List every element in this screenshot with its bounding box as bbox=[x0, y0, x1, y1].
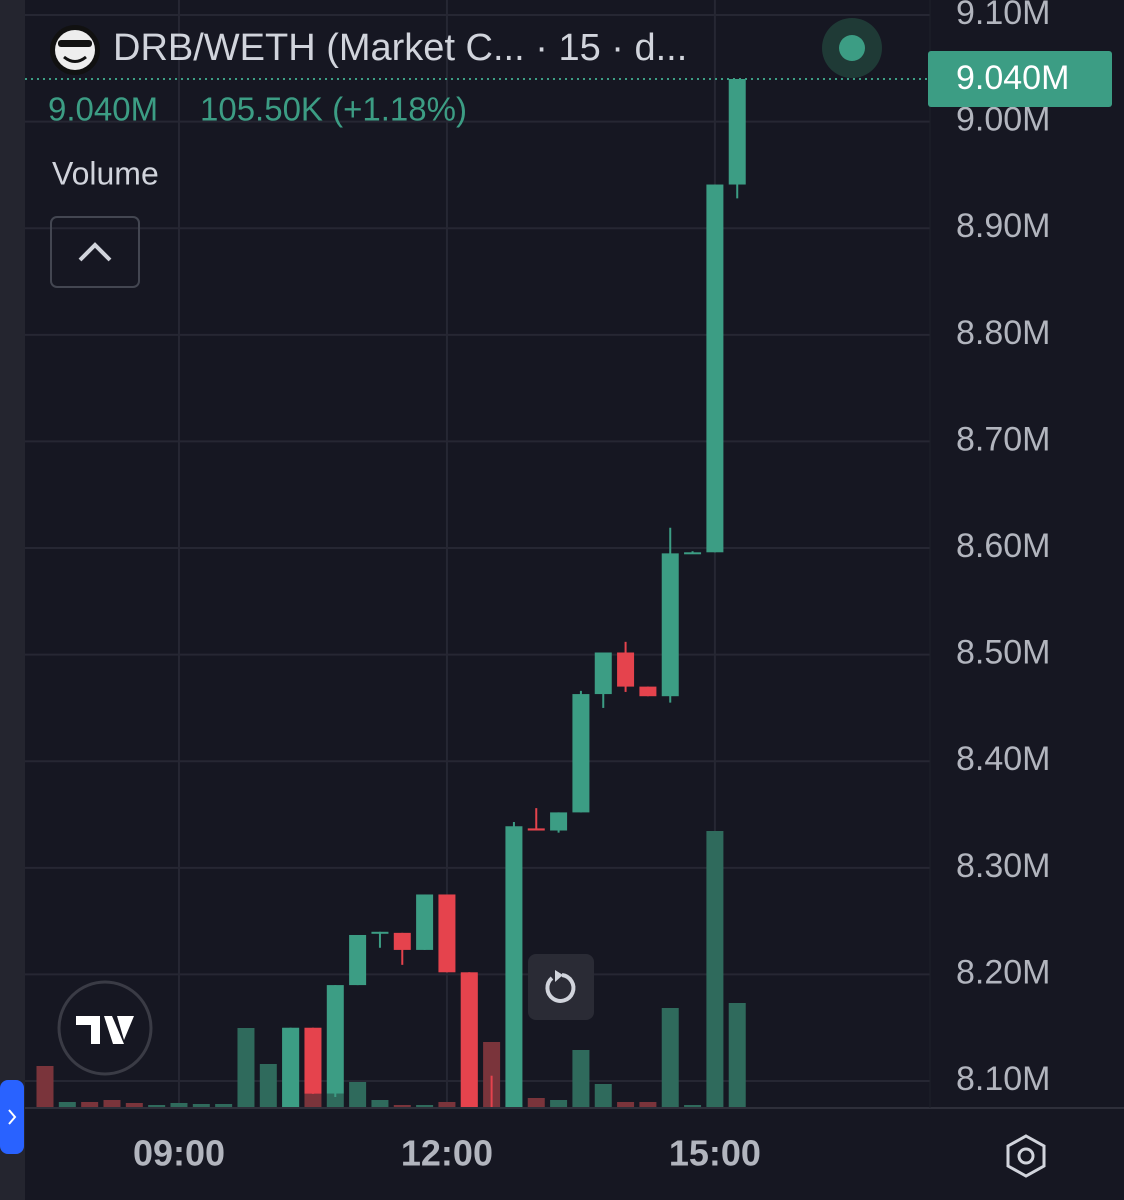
y-tick-label: 9.10M bbox=[956, 0, 1051, 32]
volume-bar bbox=[192, 1104, 210, 1108]
volume-bar bbox=[706, 831, 724, 1108]
candle-body bbox=[438, 894, 456, 973]
candle-body bbox=[639, 686, 657, 697]
side-strip bbox=[0, 0, 25, 1200]
y-tick-label: 8.90M bbox=[956, 207, 1051, 245]
volume-bar bbox=[550, 1100, 568, 1108]
x-tick-label: 12:00 bbox=[401, 1133, 493, 1174]
candle-body bbox=[594, 652, 612, 695]
volume-bar bbox=[237, 1028, 255, 1108]
legend-value: 9.040M bbox=[48, 91, 158, 128]
volume-bar bbox=[594, 1084, 612, 1108]
candle-body bbox=[304, 1027, 322, 1094]
candle-body bbox=[505, 826, 523, 1108]
plot bbox=[36, 78, 746, 1108]
reset-arrow bbox=[555, 970, 563, 982]
volume-bar bbox=[371, 1100, 389, 1108]
last-price-label: 9.040M bbox=[956, 59, 1069, 97]
candle-body bbox=[349, 934, 367, 986]
volume-bar bbox=[326, 1094, 344, 1108]
y-tick-label: 8.40M bbox=[956, 740, 1051, 778]
y-tick-label: 8.10M bbox=[956, 1060, 1051, 1098]
avatar-smile bbox=[63, 55, 87, 63]
axes: 8.10M 8.20M 8.30M 8.40M 8.50M 8.60M 8.70M 8.80M… bbox=[133, 0, 1051, 1174]
y-tick-label: 8.30M bbox=[956, 847, 1051, 885]
candle-body bbox=[572, 694, 590, 813]
candle-body bbox=[416, 894, 434, 950]
volume-bar bbox=[58, 1102, 76, 1108]
volume-bar bbox=[483, 1042, 501, 1108]
volume-bar bbox=[215, 1104, 233, 1108]
caret-icon bbox=[78, 242, 112, 262]
x-tick-label: 09:00 bbox=[133, 1133, 225, 1174]
reset-icon bbox=[545, 973, 576, 1003]
collapse-button[interactable] bbox=[50, 216, 140, 288]
volume-bar bbox=[728, 1003, 746, 1108]
candle-body bbox=[393, 932, 411, 950]
volume-bar bbox=[36, 1066, 54, 1108]
y-tick-label: 8.50M bbox=[956, 634, 1051, 672]
volume-bar bbox=[81, 1102, 99, 1108]
volume-bar bbox=[393, 1105, 411, 1108]
candle-body bbox=[661, 553, 679, 697]
grid bbox=[25, 0, 930, 1108]
volume-bar bbox=[349, 1082, 367, 1108]
settings-button[interactable] bbox=[1006, 1134, 1046, 1178]
volume-bar bbox=[416, 1105, 434, 1108]
volume-bar bbox=[617, 1102, 635, 1108]
volume-bar bbox=[639, 1102, 657, 1108]
y-tick-label: 8.60M bbox=[956, 527, 1051, 565]
volume-bar bbox=[438, 1102, 456, 1108]
volume-bar bbox=[304, 1094, 322, 1108]
last-price-tag bbox=[928, 50, 1112, 107]
volume-bar bbox=[103, 1100, 121, 1108]
settings-icon bbox=[1017, 1147, 1035, 1165]
candle-body bbox=[326, 985, 344, 1094]
candle-body bbox=[550, 812, 568, 831]
side-tab-icon bbox=[8, 1109, 17, 1125]
chart-title: DRB/WETH (Market C... · 15 · d... bbox=[113, 27, 687, 69]
candle-body bbox=[460, 972, 478, 1108]
candle-body bbox=[684, 552, 702, 555]
logo-icon bbox=[76, 1016, 134, 1044]
volume-bar bbox=[170, 1103, 188, 1108]
x-tick-label: 15:00 bbox=[669, 1133, 761, 1174]
y-tick-label: 8.80M bbox=[956, 314, 1051, 352]
status-dot bbox=[839, 35, 865, 61]
y-tick-label: 8.70M bbox=[956, 420, 1051, 458]
reset-button[interactable] bbox=[528, 954, 594, 1020]
volume-bar bbox=[684, 1105, 702, 1108]
volume-bar bbox=[572, 1050, 590, 1108]
avatar-glasses bbox=[58, 40, 92, 47]
logo-button[interactable] bbox=[57, 980, 153, 1076]
volume-bar bbox=[148, 1105, 166, 1108]
candle-body bbox=[617, 652, 635, 687]
side-tab[interactable] bbox=[0, 1080, 24, 1154]
legend-change: 105.50K (+1.18%) bbox=[200, 91, 467, 128]
volume-bar bbox=[527, 1098, 545, 1108]
candle-body bbox=[282, 1027, 300, 1108]
candle-body bbox=[728, 78, 746, 185]
candle-body bbox=[371, 931, 389, 934]
volume-bar bbox=[259, 1064, 277, 1108]
candle-body bbox=[706, 184, 724, 553]
volume-bar bbox=[125, 1103, 143, 1108]
candle-body bbox=[527, 828, 545, 831]
volume-label: Volume bbox=[52, 155, 159, 191]
avatar-face bbox=[55, 30, 95, 70]
volume-bar bbox=[661, 1008, 679, 1108]
y-tick-label: 8.20M bbox=[956, 953, 1051, 991]
